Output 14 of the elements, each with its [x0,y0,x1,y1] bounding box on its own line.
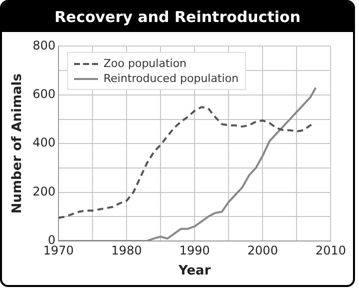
x-tick-label: 1980 [111,243,142,258]
x-tick-label: 1970 [43,243,74,258]
legend-label: Reintroduced population [104,71,239,86]
y-tick-label: 600 [32,87,56,102]
x-tick-label: 2000 [247,243,278,258]
x-tick-label: 1990 [179,243,210,258]
y-axis-title: Number of Animals [10,73,26,214]
y-tick-label: 800 [32,38,56,52]
legend-label: Zoo population [104,56,187,72]
x-axis-title: Year [178,264,212,279]
y-tick-label: 200 [32,184,56,198]
chart-title: Recovery and Reintroduction [2,2,353,32]
y-tick-label: 400 [32,136,56,150]
x-tick-label: 2010 [315,243,346,258]
